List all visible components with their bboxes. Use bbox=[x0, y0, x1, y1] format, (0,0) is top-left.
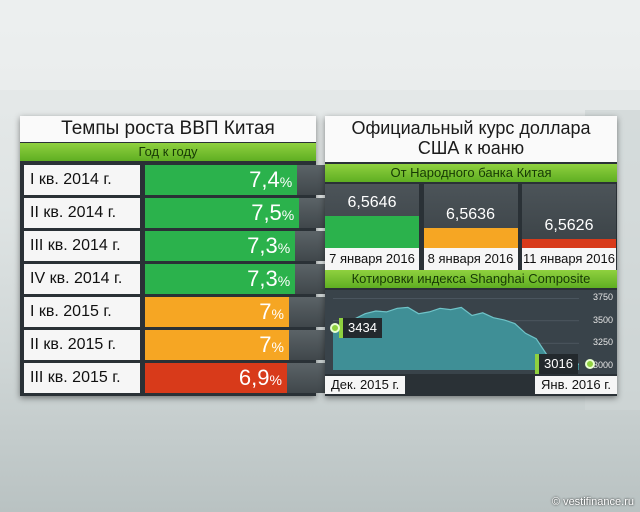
index-y-tick-label: 3000 bbox=[592, 359, 613, 370]
rate-date-label: 7 января 2016 г. bbox=[325, 248, 419, 288]
source-credit: © vestifinance.ru bbox=[551, 496, 634, 508]
gdp-value-label: 7,3% bbox=[247, 266, 291, 291]
gdp-quarter-label: I кв. 2014 г. bbox=[24, 165, 140, 195]
gdp-bar: 6,9% bbox=[145, 363, 287, 393]
gdp-unit-label: % bbox=[281, 207, 295, 223]
gdp-value-label: 7,3% bbox=[247, 233, 291, 258]
gdp-quarter-label: II кв. 2015 г. bbox=[24, 330, 140, 360]
rate-panel-title: Официальный курс доллара США к юаню bbox=[325, 116, 617, 162]
index-end-axis-label: Янв. 2016 г. bbox=[535, 376, 617, 394]
rate-column: 6,5636 8 января 2016 г. bbox=[423, 184, 518, 288]
gdp-bar: 7,4% bbox=[145, 165, 298, 195]
index-start-axis-label: Дек. 2015 г. bbox=[325, 376, 406, 394]
index-start-dot bbox=[330, 323, 340, 333]
gdp-quarter-label: IV кв. 2014 г. bbox=[24, 264, 140, 294]
gdp-value-label: 7% bbox=[259, 332, 284, 357]
index-y-tick-label: 3750 bbox=[592, 292, 613, 303]
gdp-bar-track: 7% bbox=[145, 297, 326, 327]
index-line bbox=[332, 306, 579, 365]
index-y-tick-label: 3250 bbox=[592, 337, 613, 348]
rate-bar bbox=[423, 227, 518, 248]
gdp-bar: 7% bbox=[145, 297, 289, 327]
rate-value-label: 6,5626 bbox=[544, 216, 594, 234]
rate-value-label: 6,5636 bbox=[446, 205, 495, 223]
gdp-bar-track: 7% bbox=[145, 330, 326, 360]
gdp-unit-label: % bbox=[271, 339, 284, 355]
index-start-marker: 3434 bbox=[339, 318, 382, 338]
gdp-quarter-label: II кв. 2014 г. bbox=[24, 198, 140, 228]
shanghai-index-chart: 3000 3250 3500 3750 3434 3016 bbox=[325, 290, 617, 374]
rate-panel-subtitle: От Народного банка Китая bbox=[325, 164, 617, 182]
rate-date-label: 11 января 2016 г. bbox=[522, 248, 616, 288]
gdp-bar-track: 7,3% bbox=[145, 231, 326, 261]
gdp-bar: 7,5% bbox=[145, 198, 300, 228]
index-title: Котировки индекса Shanghai Composite bbox=[325, 270, 617, 288]
gdp-bar-track: 7,4% bbox=[145, 165, 326, 195]
background-block bbox=[0, 0, 640, 90]
index-end-dot bbox=[585, 359, 595, 369]
rate-value-label: 6,5646 bbox=[347, 194, 397, 212]
index-area bbox=[333, 307, 579, 370]
rate-bar-group: 6,5646 7 января 2016 г. 6,5636 8 января 201… bbox=[325, 184, 617, 288]
gdp-panel-subtitle: Год к году bbox=[20, 143, 316, 161]
gdp-value-label: 6,9% bbox=[238, 365, 282, 390]
rate-column: 6,5626 11 января 2016 г. bbox=[522, 184, 616, 288]
gdp-quarter-label: III кв. 2015 г. bbox=[24, 363, 140, 393]
gdp-quarter-label: I кв. 2015 г. bbox=[24, 297, 140, 327]
rate-date-label: 8 января 2016 г. bbox=[423, 248, 518, 288]
rate-bar bbox=[522, 238, 616, 248]
gdp-unit-label: % bbox=[269, 372, 282, 388]
gdp-bar-track: 7,3% bbox=[145, 264, 326, 294]
gdp-quarter-label: III кв. 2014 г. bbox=[24, 231, 140, 261]
gdp-bar-track: 6,9% bbox=[145, 363, 326, 393]
rate-column: 6,5646 7 января 2016 г. bbox=[325, 184, 419, 288]
gdp-bar: 7,3% bbox=[145, 231, 296, 261]
gdp-value-label: 7,5% bbox=[251, 200, 295, 225]
gdp-growth-panel: Темпы роста ВВП Китая Год к году I кв. 2… bbox=[20, 116, 326, 396]
gdp-value-label: 7% bbox=[259, 299, 284, 324]
rate-bar bbox=[325, 216, 419, 248]
index-end-marker: 3016 bbox=[535, 354, 578, 374]
gdp-value-label: 7,4% bbox=[249, 167, 293, 192]
gdp-unit-label: % bbox=[279, 174, 293, 190]
gdp-unit-label: % bbox=[277, 273, 291, 289]
index-y-tick-label: 3500 bbox=[592, 314, 613, 325]
gdp-unit-label: % bbox=[271, 306, 284, 322]
gdp-unit-label: % bbox=[277, 240, 291, 256]
gdp-panel-title: Темпы роста ВВП Китая bbox=[20, 116, 316, 142]
gdp-bar: 7% bbox=[145, 330, 289, 360]
gdp-bar-track: 7,5% bbox=[145, 198, 326, 228]
usd-cny-rate-panel: Официальный курс доллара США к юаню От Н… bbox=[325, 116, 617, 396]
gdp-bar: 7,3% bbox=[145, 264, 296, 294]
